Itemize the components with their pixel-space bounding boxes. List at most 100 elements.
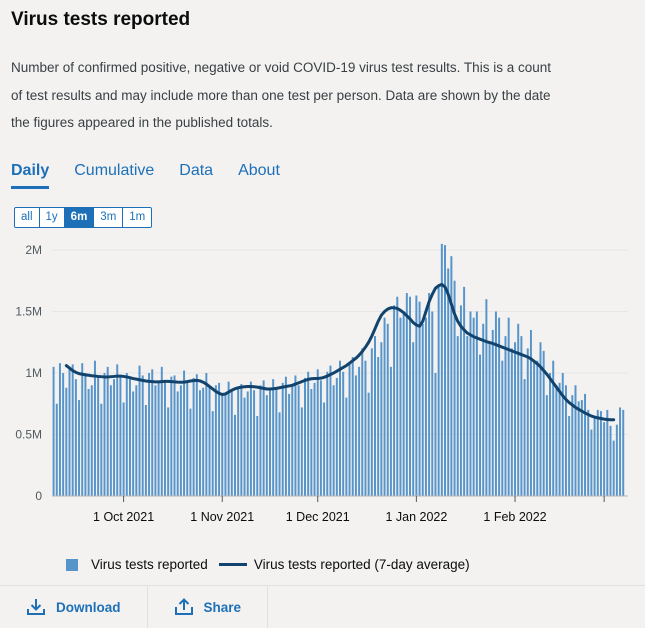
- download-label: Download: [56, 599, 121, 615]
- bar: [450, 256, 453, 496]
- bar: [424, 317, 427, 496]
- bar: [100, 403, 103, 496]
- bar: [622, 409, 625, 496]
- bar: [361, 348, 364, 496]
- range-3m-button[interactable]: 3m: [94, 208, 124, 227]
- bar: [494, 311, 497, 496]
- bar: [615, 424, 618, 496]
- bar: [504, 336, 507, 496]
- bar: [539, 342, 542, 496]
- bar: [491, 329, 494, 496]
- bar: [501, 360, 504, 496]
- download-icon: [27, 599, 45, 615]
- bar: [151, 369, 154, 496]
- bar: [466, 336, 469, 496]
- bar: [103, 373, 106, 496]
- tab-cumulative[interactable]: Cumulative: [74, 162, 155, 179]
- bar: [319, 380, 322, 496]
- bar: [243, 397, 246, 496]
- bar: [412, 342, 415, 496]
- bar: [463, 286, 466, 496]
- bar: [128, 377, 131, 496]
- bar: [135, 385, 138, 496]
- tab-daily[interactable]: Daily: [11, 162, 50, 189]
- bar: [93, 360, 96, 496]
- bar: [68, 366, 71, 496]
- bar: [498, 317, 501, 496]
- x-tick-label: 1 Oct 2021: [93, 510, 154, 524]
- bar: [230, 390, 233, 496]
- bar: [348, 363, 351, 496]
- legend-line-swatch: [218, 563, 247, 566]
- bar: [383, 317, 386, 496]
- bar: [364, 360, 367, 496]
- download-button[interactable]: Download: [0, 586, 148, 628]
- bar: [246, 391, 249, 496]
- card-title: Virus tests reported: [11, 9, 191, 30]
- bar: [533, 360, 536, 496]
- bar: [167, 407, 170, 496]
- bar: [55, 403, 58, 496]
- bar: [335, 377, 338, 496]
- bar: [402, 311, 405, 496]
- range-all-button[interactable]: all: [15, 208, 40, 227]
- range-1y-button[interactable]: 1y: [40, 208, 65, 227]
- bar: [418, 301, 421, 496]
- legend-line-label: Virus tests reported (7-day average): [253, 557, 470, 572]
- bar: [332, 385, 335, 496]
- tab-about[interactable]: About: [238, 162, 280, 179]
- tab-data[interactable]: Data: [179, 162, 214, 179]
- bar: [65, 387, 68, 496]
- tests-chart: 0 0.5M 1M 1.5M 2M 1 Oct 2021 1 Nov 2021 1 Dec 2…: [15, 243, 628, 524]
- legend-bar-swatch: [66, 558, 78, 571]
- range-6m-button[interactable]: 6m: [64, 208, 95, 227]
- bar: [421, 323, 424, 496]
- bar: [281, 382, 284, 496]
- card-description: Number of confirmed positive, negative o…: [11, 60, 551, 130]
- bar: [208, 385, 211, 496]
- bar: [218, 382, 221, 496]
- bar: [284, 376, 287, 496]
- bar: [81, 363, 84, 496]
- bar: [520, 336, 523, 496]
- bar: [74, 379, 77, 496]
- bar: [485, 299, 488, 496]
- bar: [561, 373, 564, 496]
- bar: [409, 296, 411, 496]
- range-1m-button[interactable]: 1m: [129, 211, 146, 223]
- bar: [374, 336, 376, 496]
- bar: [297, 385, 300, 496]
- bar: [475, 311, 478, 496]
- bar: [440, 243, 443, 496]
- bar: [122, 402, 125, 496]
- bar: [78, 400, 81, 496]
- y-tick-label: 0: [35, 489, 42, 503]
- bar: [186, 380, 189, 496]
- bar: [399, 317, 402, 496]
- bar: [272, 379, 275, 496]
- bar: [205, 373, 208, 496]
- bar: [587, 409, 590, 496]
- bar: [354, 375, 357, 496]
- bar: [307, 371, 310, 496]
- bar: [291, 385, 294, 496]
- bar: [262, 380, 265, 496]
- bar: [294, 375, 297, 496]
- time-range-selector: all 1y 6m 3m 1m: [14, 207, 153, 228]
- bar: [300, 407, 303, 496]
- bar: [389, 366, 392, 496]
- x-tick-label: 1 Feb 2022: [483, 510, 546, 524]
- bar: [415, 295, 418, 496]
- bar: [590, 429, 593, 496]
- chart-legend: Virus tests reported Virus tests reporte…: [66, 557, 470, 572]
- y-tick-label: 1M: [25, 366, 42, 380]
- bar: [249, 381, 252, 496]
- bar: [510, 348, 513, 496]
- bar: [198, 390, 201, 496]
- y-tick-label: 0.5M: [15, 428, 42, 442]
- bar: [405, 293, 408, 496]
- share-icon: [174, 598, 193, 615]
- share-button[interactable]: Share: [148, 586, 269, 628]
- bar: [90, 385, 93, 496]
